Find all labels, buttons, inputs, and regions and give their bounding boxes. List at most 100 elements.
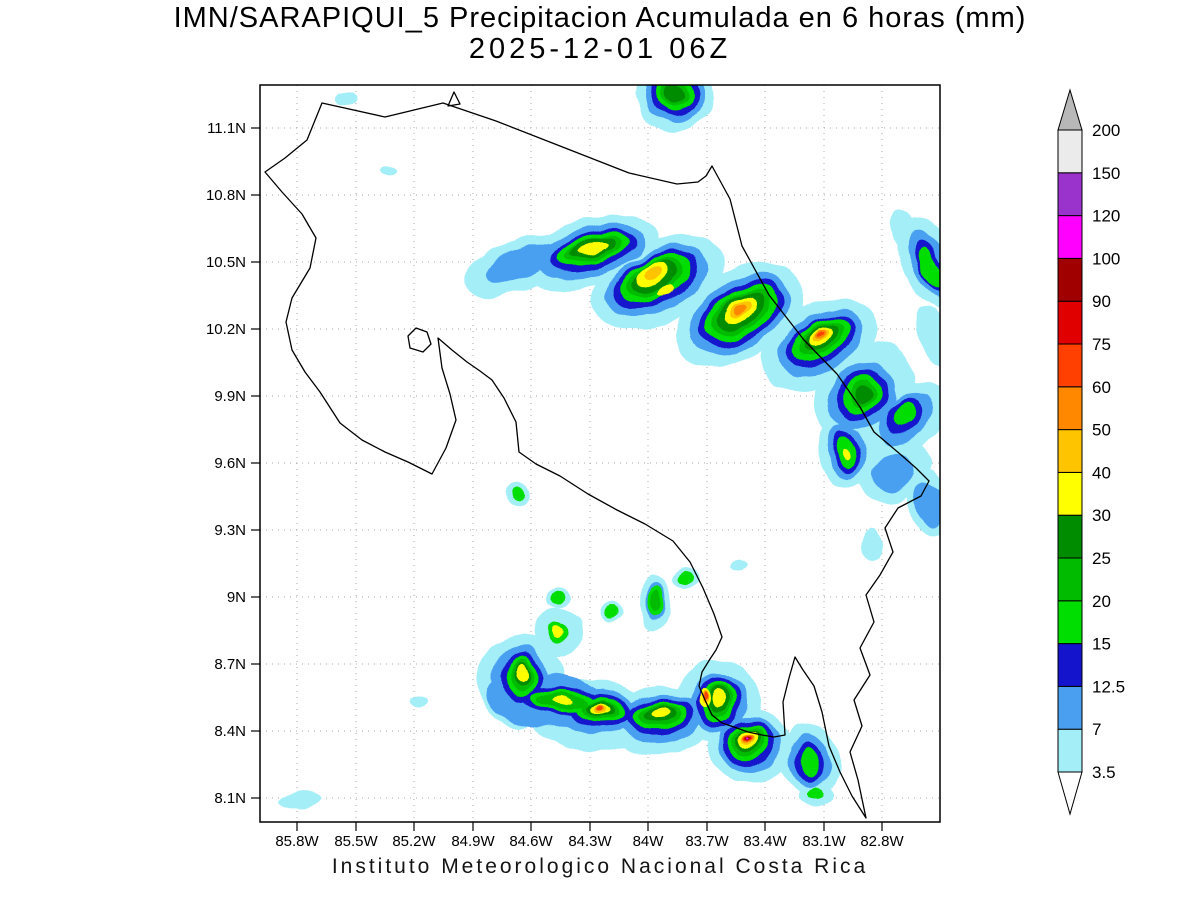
map-frame (259, 84, 941, 823)
precip-cell (665, 86, 685, 104)
colorbar-segment (1057, 215, 1083, 259)
coastline-path (264, 102, 930, 819)
colorbar-label: 40 (1092, 463, 1111, 482)
precip-cell (516, 665, 528, 683)
precip-cell (650, 590, 660, 612)
lat-tick-label: 10.2N (206, 321, 246, 338)
precip-cell (735, 304, 747, 314)
colorbar-segment (1057, 386, 1083, 431)
colorbar-under-arrow (1057, 771, 1083, 816)
precip-cell (280, 792, 320, 808)
lon-tick-label: 85.8W (275, 833, 319, 850)
colorbar-segment (1057, 728, 1083, 773)
colorbar-label: 12.5 (1092, 677, 1125, 696)
colorbar-segment (1057, 557, 1083, 602)
colorbar-segment (1057, 300, 1083, 345)
colorbar-segment (1057, 471, 1083, 516)
coastline-path (407, 327, 432, 353)
precip-cell (892, 402, 918, 426)
chart-valid-time: 2025-12-01 06Z (468, 33, 732, 65)
lon-tick-label: 84.3W (568, 833, 612, 850)
colorbar-segment (1057, 129, 1083, 174)
precip-cell (411, 694, 429, 706)
colorbar-segment (1057, 600, 1083, 645)
lat-tick-label: 9.6N (214, 455, 246, 472)
colorbar-label: 30 (1092, 506, 1111, 525)
precip-cell (579, 242, 609, 256)
colorbar-label: 90 (1092, 292, 1111, 311)
precip-cell (657, 286, 675, 298)
colorbar-label: 100 (1092, 249, 1120, 268)
precip-cell (799, 746, 821, 778)
lat-tick-label: 9.3N (214, 522, 246, 539)
colorbar-segment (1057, 343, 1083, 388)
lon-tick-label: 85.5W (334, 833, 378, 850)
colorbar-label: 150 (1092, 164, 1120, 183)
colorbar-segment (1057, 172, 1083, 217)
colorbar-segment (1057, 643, 1083, 687)
lon-tick-label: 83.7W (685, 833, 729, 850)
coastline (264, 91, 930, 819)
colorbar-label: 3.5 (1092, 763, 1116, 782)
precip-cell (808, 788, 824, 800)
precip-cell (643, 266, 663, 280)
colorbar-label: 7 (1092, 720, 1101, 739)
precip-cell (918, 248, 940, 288)
colorbar-segment (1057, 257, 1083, 302)
lat-tick-label: 8.4N (214, 723, 246, 740)
colorbar-label: 75 (1092, 335, 1111, 354)
precip-cell (851, 383, 871, 403)
lat-tick-label: 9N (227, 589, 246, 606)
colorbar-label: 20 (1092, 592, 1111, 611)
precipitation-shading (280, 85, 940, 808)
lat-tick-label: 11.1N (207, 120, 246, 137)
precip-cell (816, 331, 824, 337)
precip-cell (871, 452, 915, 492)
colorbar-label: 60 (1092, 378, 1111, 397)
lon-tick-label: 85.2W (392, 833, 436, 850)
precip-cell (916, 306, 940, 364)
axes: 11.1N 10.8N 10.5N 10.2N 9.9N 9.6N 9.3N 9N 8.7N 8.… (206, 120, 905, 850)
lon-tick-label: 84.6W (509, 833, 553, 850)
colorbar-label: 25 (1092, 549, 1111, 568)
colorbar: 3.5 7 12.5 15 20 25 30 40 50 60 75 90 100 120 150 200 (1057, 88, 1125, 816)
precip-cell (383, 167, 397, 177)
lat-tick-label: 10.8N (206, 187, 246, 204)
precip-cell (551, 591, 567, 605)
colorbar-segment (1057, 514, 1083, 559)
precip-cell (860, 529, 884, 561)
precip-cell (840, 448, 850, 460)
lon-tick-label: 84W (633, 833, 665, 850)
precip-cell (553, 695, 573, 705)
colorbar-label: 50 (1092, 421, 1111, 440)
lon-tick-label: 84.9W (451, 833, 495, 850)
precip-cell (732, 559, 748, 571)
lat-tick-label: 10.5N (206, 254, 246, 271)
precip-cell (711, 688, 725, 708)
precip-cell (651, 706, 669, 718)
chart-title: IMN/SARAPIQUI_5 Precipitacion Acumulada … (173, 2, 1027, 34)
colorbar-label: 15 (1092, 635, 1111, 654)
coastline-path (447, 91, 461, 107)
lon-tick-label: 83.1W (802, 833, 846, 850)
colorbar-label: 120 (1092, 207, 1120, 226)
attribution-text: Instituto Meteorologico Nacional Costa R… (331, 855, 869, 878)
precip-cell (597, 705, 603, 711)
lon-tick-label: 83.4W (743, 833, 787, 850)
precip-cell (747, 738, 749, 740)
lat-tick-label: 8.7N (214, 656, 246, 673)
colorbar-segment (1057, 685, 1083, 730)
colorbar-over-arrow (1057, 88, 1083, 131)
lon-tick-label: 82.8W (860, 833, 904, 850)
lat-tick-label: 8.1N (214, 790, 246, 807)
precip-cell (510, 488, 524, 500)
precip-cell (334, 93, 356, 107)
colorbar-segment (1057, 429, 1083, 473)
lat-tick-label: 9.9N (214, 388, 246, 405)
colorbar-label: 200 (1092, 121, 1120, 140)
precip-cell (603, 606, 617, 618)
precip-cell (553, 626, 563, 636)
precip-cell (678, 571, 694, 585)
